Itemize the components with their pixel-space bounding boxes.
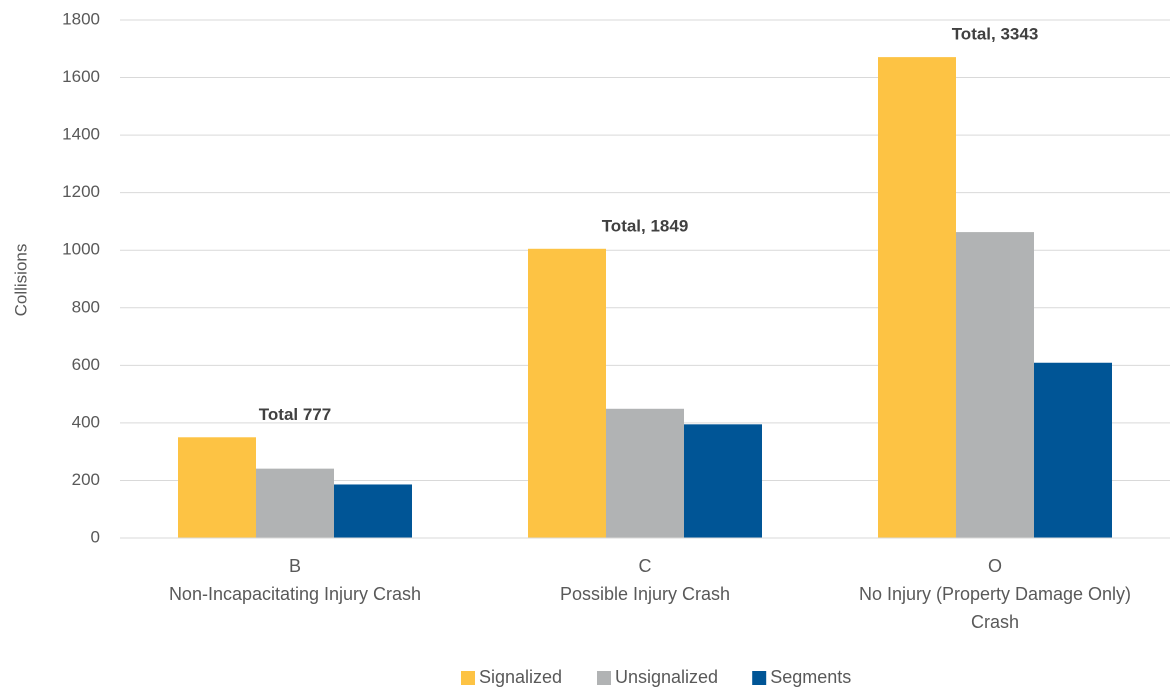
bar xyxy=(178,437,256,538)
legend-label: Signalized xyxy=(479,667,562,687)
y-tick-label: 0 xyxy=(91,527,100,546)
x-tick-label: C Possible Injury Crash xyxy=(560,556,730,604)
x-tick-label: O No Injury (Property Damage Only) Crash xyxy=(859,556,1131,632)
legend-swatch xyxy=(752,671,767,685)
y-tick-label: 1600 xyxy=(62,67,100,86)
y-tick-label: 800 xyxy=(72,297,100,316)
bar xyxy=(256,468,334,538)
x-tick-label: B Non-Incapacitating Injury Crash xyxy=(169,556,421,604)
y-tick-label: 200 xyxy=(72,470,100,489)
total-annotation: Total 777 xyxy=(259,405,331,424)
bar xyxy=(956,232,1034,538)
y-axis-label: Collisions xyxy=(11,244,30,317)
bar xyxy=(1034,362,1112,538)
y-tick-label: 400 xyxy=(72,412,100,431)
y-tick-label: 1400 xyxy=(62,125,100,144)
bar xyxy=(334,484,412,538)
legend-swatch xyxy=(461,671,475,685)
legend-swatch xyxy=(597,671,611,685)
y-tick-label: 1200 xyxy=(62,182,100,201)
bar xyxy=(878,57,956,539)
legend: Signalized Unsignalized Segments xyxy=(461,667,851,687)
y-tick-label: 1000 xyxy=(62,240,100,259)
total-annotation: Total, 3343 xyxy=(952,25,1039,44)
bar xyxy=(684,424,762,538)
total-annotation: Total, 1849 xyxy=(602,216,689,235)
y-tick-label: 1800 xyxy=(62,9,100,28)
legend-label: Unsignalized xyxy=(615,667,718,687)
bar xyxy=(528,248,606,539)
y-tick-label: 600 xyxy=(72,355,100,374)
bar xyxy=(606,408,684,538)
legend-label: Segments xyxy=(770,667,851,687)
